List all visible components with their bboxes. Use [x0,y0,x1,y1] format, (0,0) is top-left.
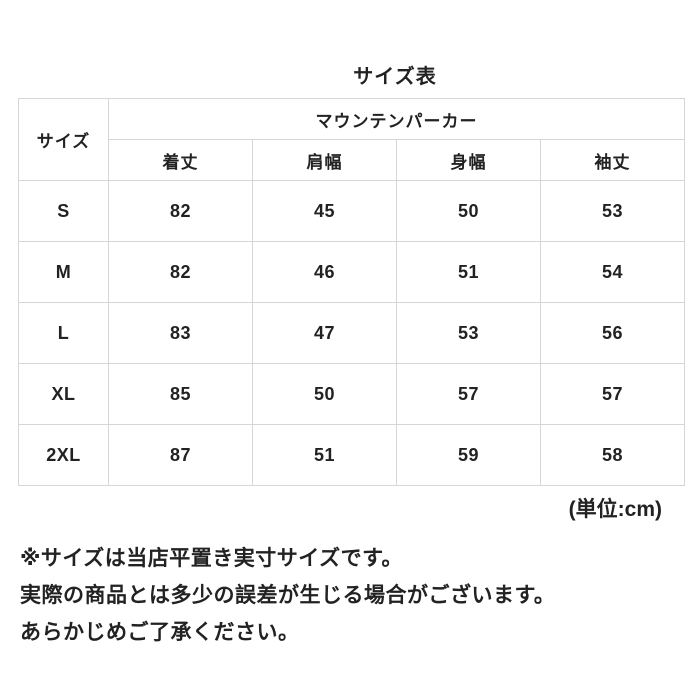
measurement-value-cell: 46 [252,241,397,303]
note-line: 実際の商品とは多少の誤差が生じる場合がございます。 [20,584,556,607]
measurement-value-cell: 45 [252,180,397,242]
measurement-header-shoulder: 肩幅 [252,139,397,181]
size-label-cell: M [18,241,109,303]
measurement-value-cell: 56 [540,302,685,364]
table-row: XL 85 50 57 57 [18,363,685,425]
table-row: S 82 45 50 53 [18,180,685,242]
size-label-cell: 2XL [18,424,109,486]
table-header-row-group: サイズ マウンテンパーカー [18,98,685,181]
page-title: サイズ表 [353,66,437,88]
measurement-value-cell: 57 [540,363,685,425]
unit-note: (単位:cm) [568,498,662,521]
measurement-value-cell: 59 [396,424,541,486]
measurement-header-body-width: 身幅 [396,139,541,181]
measurement-value-cell: 51 [252,424,397,486]
size-column-header: サイズ [18,98,109,181]
measurement-value-cell: 53 [396,302,541,364]
measurement-value-cell: 82 [108,241,253,303]
measurement-header-length: 着丈 [108,139,253,181]
note-line: ※サイズは当店平置き実寸サイズです。 [20,547,404,570]
size-label-cell: XL [18,363,109,425]
note-line: あらかじめご了承ください。 [20,621,300,644]
measurement-value-cell: 57 [396,363,541,425]
table-row: L 83 47 53 56 [18,302,685,364]
table-row: 2XL 87 51 59 58 [18,424,685,486]
measurement-value-cell: 58 [540,424,685,486]
measurement-value-cell: 53 [540,180,685,242]
measurement-value-cell: 85 [108,363,253,425]
size-table: サイズ マウンテンパーカー 着丈 肩幅 身幅 袖丈 S 82 45 50 53 … [18,98,685,486]
measurement-value-cell: 50 [396,180,541,242]
measurement-value-cell: 50 [252,363,397,425]
measurement-value-cell: 87 [108,424,253,486]
measurement-value-cell: 83 [108,302,253,364]
size-label-cell: L [18,302,109,364]
measurement-header-sleeve: 袖丈 [540,139,685,181]
measurement-value-cell: 82 [108,180,253,242]
size-label-cell: S [18,180,109,242]
table-header-row-measurements: 着丈 肩幅 身幅 袖丈 [19,139,685,181]
table-row: M 82 46 51 54 [18,241,685,303]
disclaimer-notes: ※サイズは当店平置き実寸サイズです。 実際の商品とは多少の誤差が生じる場合がござ… [20,540,700,651]
measurement-value-cell: 51 [396,241,541,303]
product-name-header: マウンテンパーカー [108,98,685,140]
measurement-value-cell: 54 [540,241,685,303]
measurement-value-cell: 47 [252,302,397,364]
